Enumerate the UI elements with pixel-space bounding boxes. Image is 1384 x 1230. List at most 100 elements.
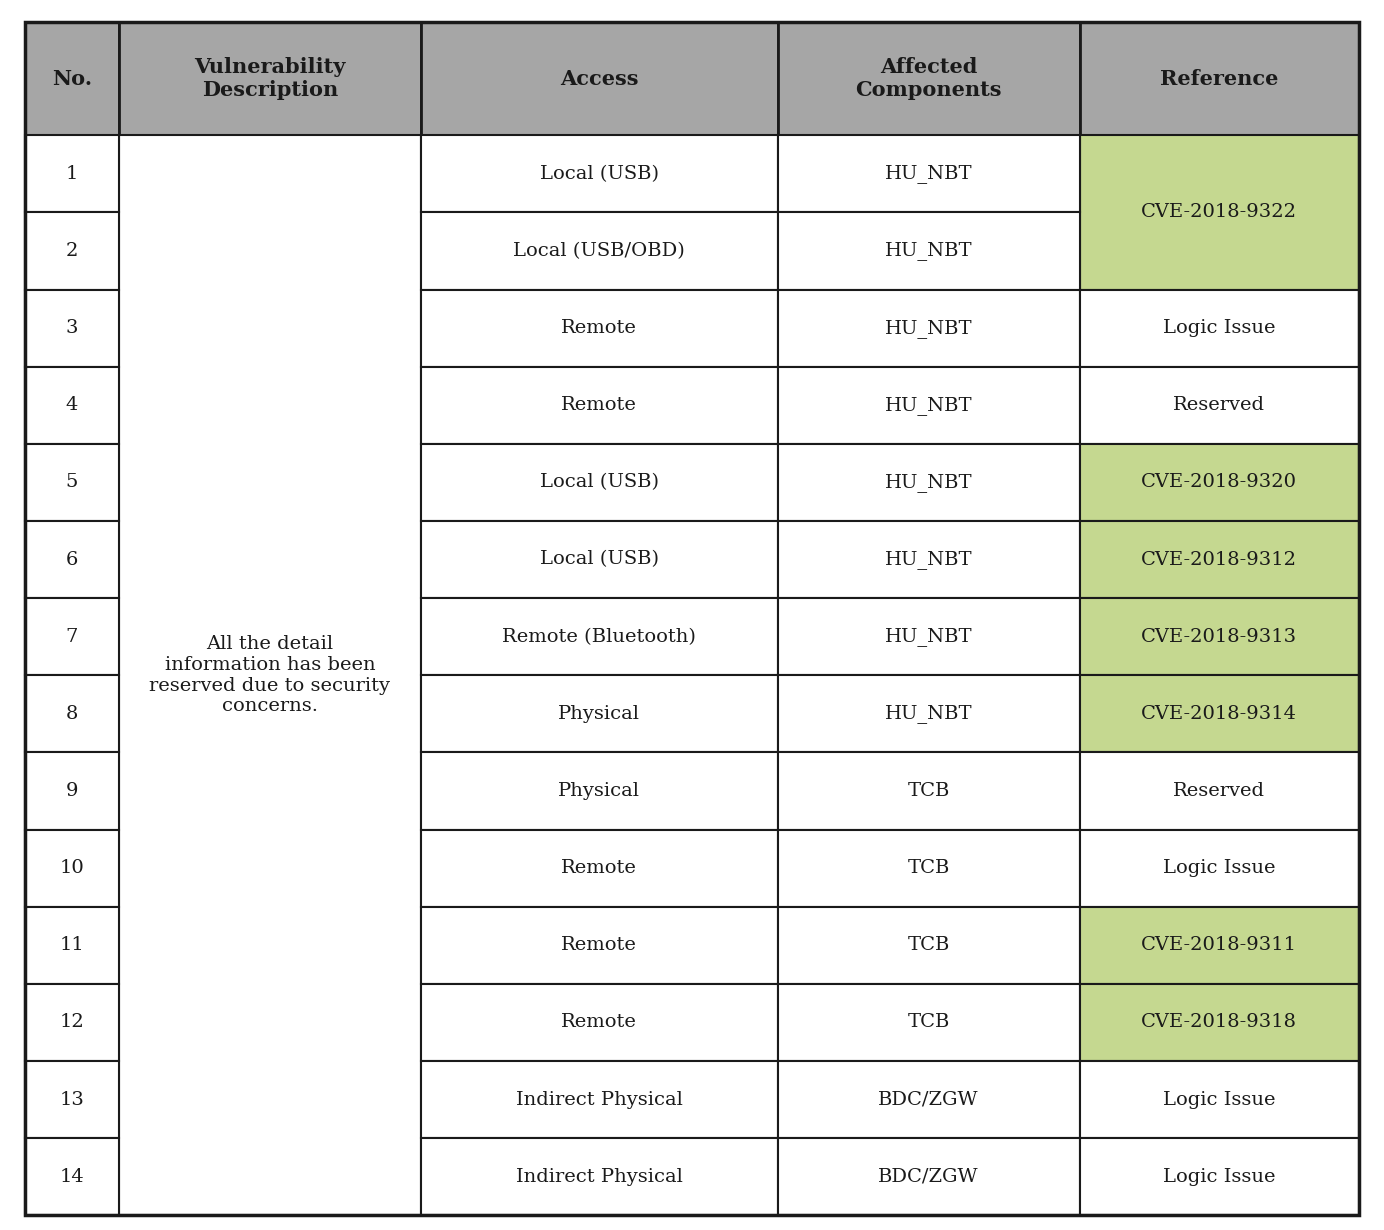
Text: BDC/ZGW: BDC/ZGW xyxy=(879,1167,978,1186)
Bar xyxy=(421,984,778,1061)
Text: 11: 11 xyxy=(60,936,84,954)
Bar xyxy=(778,675,1080,753)
Text: 3: 3 xyxy=(65,319,79,337)
Text: Local (USB): Local (USB) xyxy=(540,165,659,183)
Text: 9: 9 xyxy=(65,782,79,800)
Text: HU_NBT: HU_NBT xyxy=(884,319,973,337)
Bar xyxy=(421,367,778,444)
Bar xyxy=(778,367,1080,444)
Bar xyxy=(1080,598,1359,675)
Text: 6: 6 xyxy=(66,551,78,568)
Bar xyxy=(25,1138,119,1215)
Bar xyxy=(25,753,119,829)
Text: Local (USB): Local (USB) xyxy=(540,551,659,568)
Bar xyxy=(421,522,778,598)
Text: CVE-2018-9313: CVE-2018-9313 xyxy=(1142,627,1297,646)
Text: TCB: TCB xyxy=(908,782,949,800)
Text: TCB: TCB xyxy=(908,859,949,877)
Text: Physical: Physical xyxy=(558,705,641,723)
Bar xyxy=(421,289,778,367)
Bar xyxy=(1080,289,1359,367)
Bar xyxy=(25,135,119,213)
Text: 7: 7 xyxy=(66,627,78,646)
Bar xyxy=(1080,1138,1359,1215)
Bar xyxy=(25,289,119,367)
Text: CVE-2018-9314: CVE-2018-9314 xyxy=(1142,705,1297,723)
Text: Remote: Remote xyxy=(562,1014,637,1032)
Text: Logic Issue: Logic Issue xyxy=(1163,1167,1276,1186)
Text: CVE-2018-9322: CVE-2018-9322 xyxy=(1142,203,1297,221)
Bar xyxy=(25,829,119,907)
Bar xyxy=(421,1138,778,1215)
Bar xyxy=(1080,907,1359,984)
Bar xyxy=(25,367,119,444)
Text: CVE-2018-9318: CVE-2018-9318 xyxy=(1142,1014,1297,1032)
Text: 8: 8 xyxy=(66,705,78,723)
Text: Reference: Reference xyxy=(1160,69,1279,89)
Text: Remote: Remote xyxy=(562,936,637,954)
Text: Local (USB): Local (USB) xyxy=(540,474,659,492)
Text: 5: 5 xyxy=(66,474,78,492)
Bar xyxy=(421,1061,778,1138)
Bar xyxy=(1080,829,1359,907)
Bar xyxy=(421,675,778,753)
Text: 14: 14 xyxy=(60,1167,84,1186)
Bar xyxy=(421,907,778,984)
Bar xyxy=(1080,675,1359,753)
Bar xyxy=(778,907,1080,984)
Text: All the detail
information has been
reserved due to security
concerns.: All the detail information has been rese… xyxy=(149,635,390,716)
Bar xyxy=(778,984,1080,1061)
Bar xyxy=(25,22,119,135)
Text: CVE-2018-9311: CVE-2018-9311 xyxy=(1142,936,1297,954)
Text: Remote: Remote xyxy=(562,396,637,415)
Text: HU_NBT: HU_NBT xyxy=(884,241,973,261)
Bar xyxy=(421,22,778,135)
Bar xyxy=(1080,984,1359,1061)
Text: Logic Issue: Logic Issue xyxy=(1163,1091,1276,1108)
Text: Logic Issue: Logic Issue xyxy=(1163,319,1276,337)
Bar xyxy=(25,984,119,1061)
Bar xyxy=(25,444,119,522)
Text: Remote: Remote xyxy=(562,859,637,877)
Bar xyxy=(778,829,1080,907)
Bar xyxy=(778,1138,1080,1215)
Bar xyxy=(119,135,421,1215)
Text: TCB: TCB xyxy=(908,936,949,954)
Bar xyxy=(1080,135,1359,289)
Text: 2: 2 xyxy=(66,242,78,260)
Bar xyxy=(1080,367,1359,444)
Bar xyxy=(778,522,1080,598)
Text: HU_NBT: HU_NBT xyxy=(884,705,973,723)
Bar xyxy=(421,753,778,829)
Bar xyxy=(1080,22,1359,135)
Bar xyxy=(778,598,1080,675)
Text: Logic Issue: Logic Issue xyxy=(1163,859,1276,877)
Bar xyxy=(421,829,778,907)
Bar xyxy=(1080,444,1359,522)
Text: Indirect Physical: Indirect Physical xyxy=(516,1167,682,1186)
Text: Remote (Bluetooth): Remote (Bluetooth) xyxy=(502,627,696,646)
Bar xyxy=(25,1061,119,1138)
Text: Reserved: Reserved xyxy=(1174,782,1265,800)
Text: HU_NBT: HU_NBT xyxy=(884,165,973,183)
Text: Reserved: Reserved xyxy=(1174,396,1265,415)
Text: 10: 10 xyxy=(60,859,84,877)
Text: Local (USB/OBD): Local (USB/OBD) xyxy=(513,242,685,260)
Text: Remote: Remote xyxy=(562,319,637,337)
Text: Physical: Physical xyxy=(558,782,641,800)
Bar xyxy=(25,907,119,984)
Text: TCB: TCB xyxy=(908,1014,949,1032)
Bar xyxy=(1080,753,1359,829)
Text: 1: 1 xyxy=(66,165,78,183)
Bar xyxy=(25,675,119,753)
Bar xyxy=(421,444,778,522)
Text: BDC/ZGW: BDC/ZGW xyxy=(879,1091,978,1108)
Text: HU_NBT: HU_NBT xyxy=(884,550,973,569)
Text: HU_NBT: HU_NBT xyxy=(884,474,973,492)
Text: HU_NBT: HU_NBT xyxy=(884,396,973,415)
Text: Access: Access xyxy=(561,69,638,89)
Text: HU_NBT: HU_NBT xyxy=(884,627,973,646)
Text: Vulnerability
Description: Vulnerability Description xyxy=(194,57,346,101)
Bar xyxy=(25,522,119,598)
Bar xyxy=(778,444,1080,522)
